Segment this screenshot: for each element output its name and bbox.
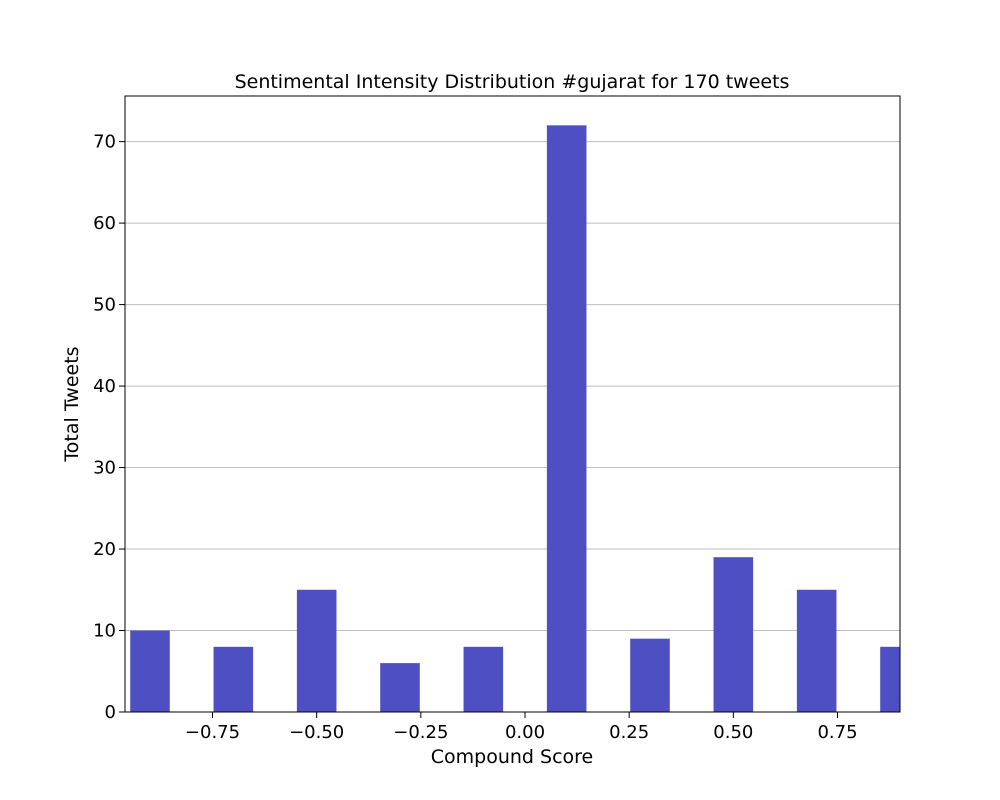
bar-1 [213, 646, 254, 712]
bar-8 [796, 589, 837, 712]
x-tick-label: 0.50 [713, 722, 753, 743]
y-tick-label: 10 [93, 621, 116, 642]
bar-2 [296, 589, 337, 712]
grid [125, 141, 900, 632]
bar-3 [380, 663, 420, 712]
y-tick-label: 40 [93, 376, 116, 397]
x-tick-label: 0.00 [505, 722, 545, 743]
plot-frame [124, 95, 901, 713]
y-axis-label: Total Tweets [61, 346, 83, 462]
bar-4 [463, 646, 504, 712]
x-tick-label: 0.75 [817, 722, 857, 743]
chart-title: Sentimental Intensity Distribution #guja… [235, 71, 790, 93]
x-tick-label: 0.25 [609, 722, 649, 743]
bar-6 [630, 638, 670, 712]
bar-7 [713, 557, 754, 712]
bar-9 [880, 646, 900, 712]
y-tick-label: 70 [93, 132, 116, 153]
bar-5 [546, 125, 587, 712]
x-tick-label: −0.50 [289, 722, 344, 743]
y-tick-label: 0 [105, 702, 116, 723]
bars [130, 125, 900, 712]
y-tick-label: 20 [93, 539, 116, 560]
bar-0 [130, 630, 170, 712]
y-axis: 0 10 20 30 40 50 60 70 [93, 132, 125, 723]
x-axis-label: Compound Score [431, 746, 593, 768]
y-tick-label: 30 [93, 458, 116, 479]
x-tick-label: −0.75 [185, 722, 240, 743]
y-tick-label: 60 [93, 213, 116, 234]
x-tick-label: −0.25 [393, 722, 448, 743]
y-tick-label: 50 [93, 295, 116, 316]
x-axis: −0.75 −0.50 −0.25 0.00 0.25 0.50 0.75 [185, 712, 858, 743]
